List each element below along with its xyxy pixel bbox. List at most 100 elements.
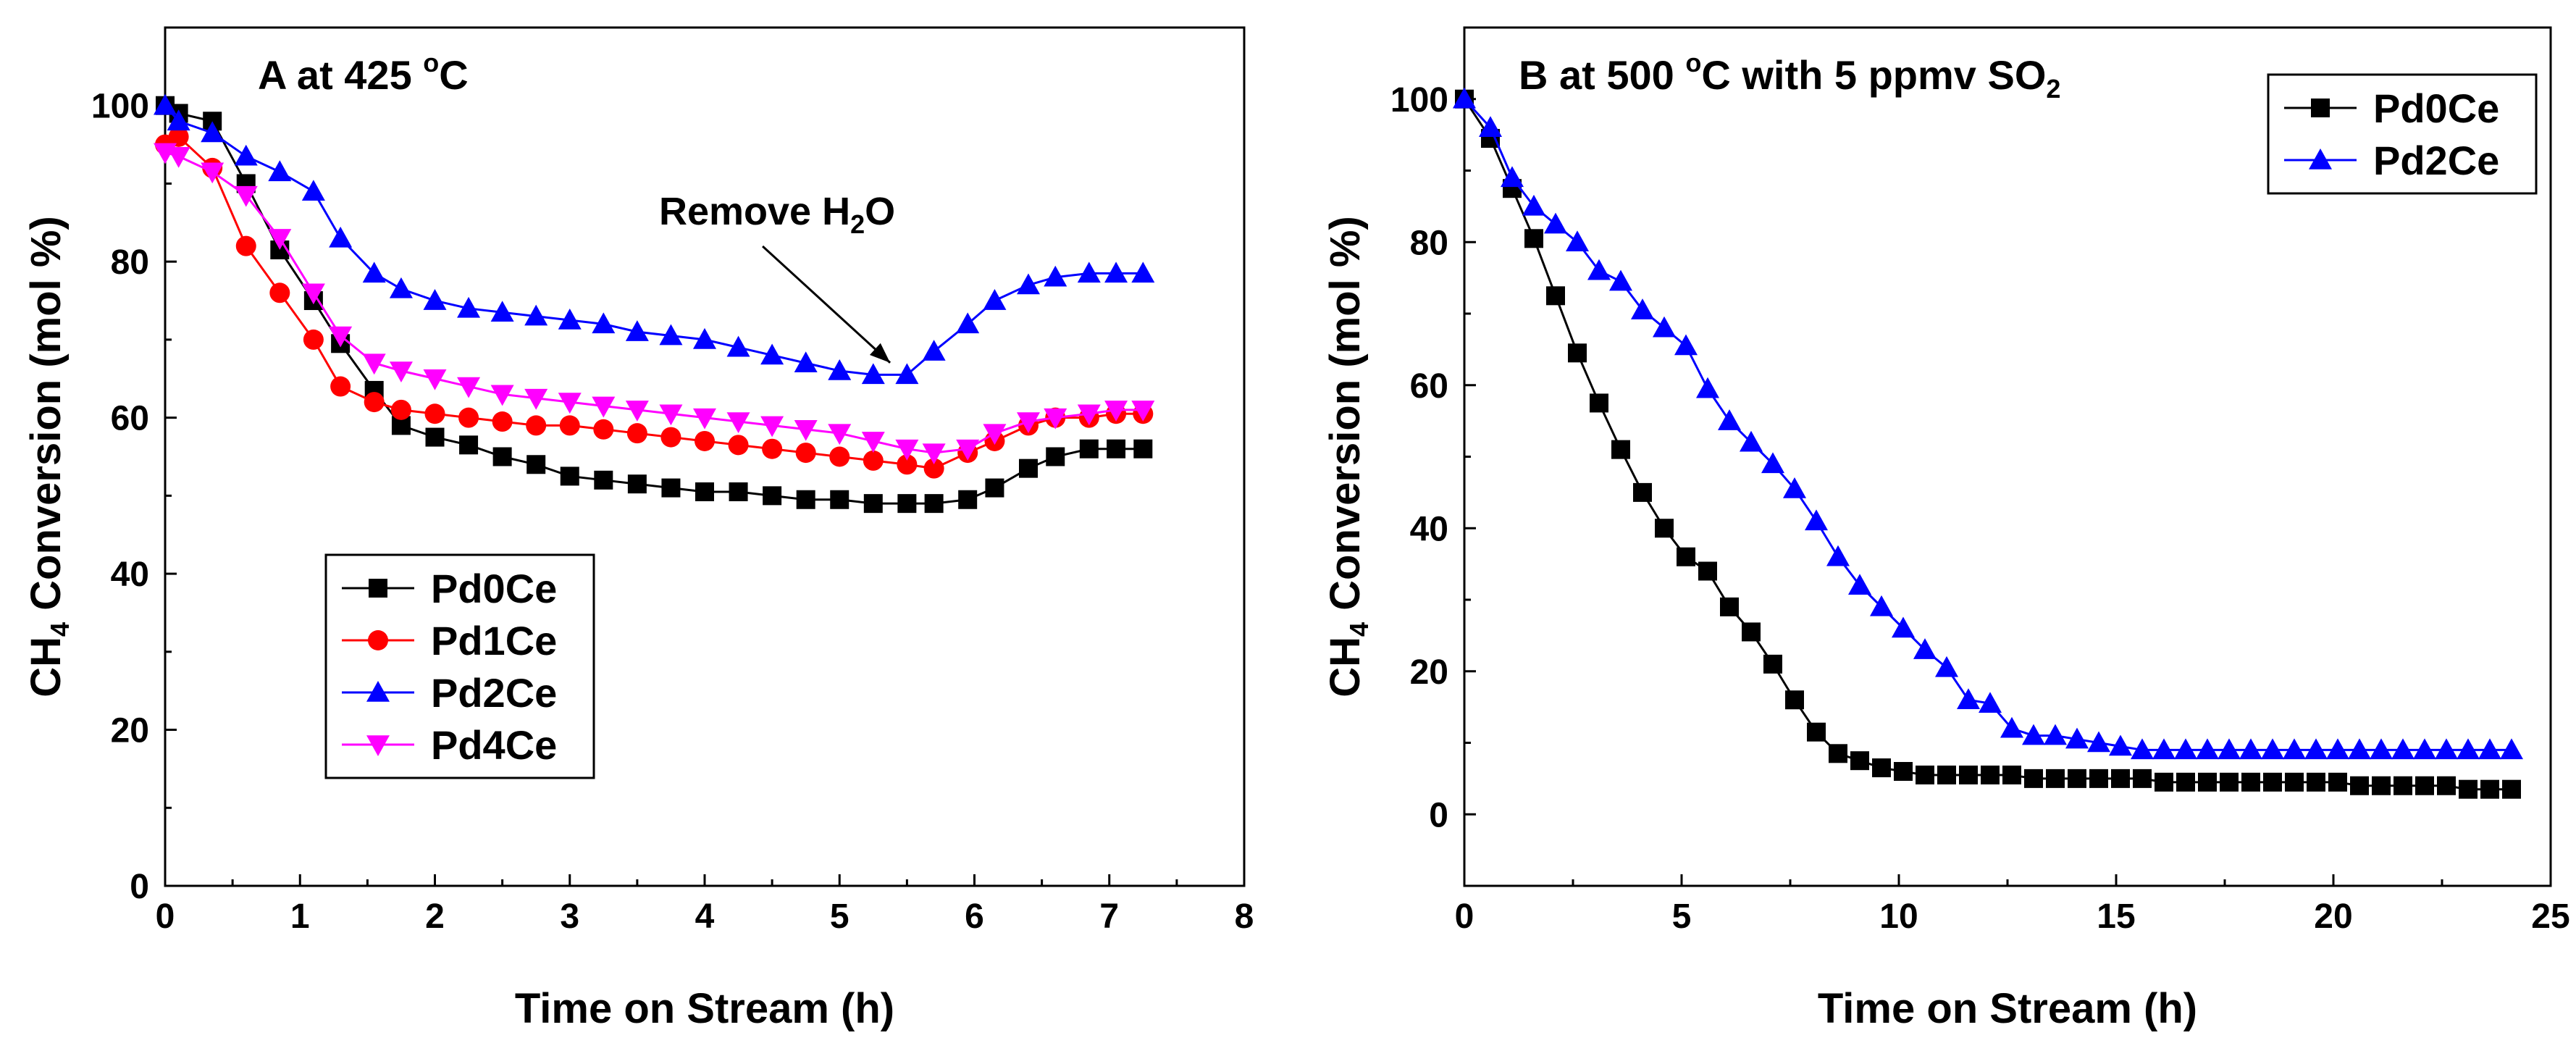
data-point <box>559 415 580 436</box>
data-point <box>457 296 481 318</box>
y-tick-label: 60 <box>111 400 149 438</box>
panel-title-degree: o <box>1685 48 1701 78</box>
data-point <box>1501 166 1524 188</box>
x-axis-label: Time on Stream (h) <box>1818 985 2197 1032</box>
data-point <box>625 320 649 341</box>
x-tick-label: 1 <box>290 897 310 936</box>
data-point <box>1892 616 1915 638</box>
data-point <box>760 343 784 365</box>
data-point <box>1720 597 1739 616</box>
data-point <box>269 282 290 303</box>
data-point <box>390 399 411 420</box>
data-point <box>301 180 325 201</box>
data-point <box>389 361 413 382</box>
data-point <box>897 494 917 514</box>
data-point <box>492 411 513 432</box>
y-axis-label-main: CH <box>1322 637 1369 698</box>
data-point <box>1826 545 1850 566</box>
legend-item: Pd0Ce <box>342 566 557 611</box>
legend-marker <box>368 630 388 650</box>
series-pd0ce <box>1455 89 2521 799</box>
data-point <box>330 376 351 397</box>
data-point <box>2044 724 2067 745</box>
data-point <box>1133 439 1153 458</box>
x-tick-label: 7 <box>1099 897 1119 936</box>
data-point <box>625 401 649 422</box>
panel-title-degree: o <box>423 48 439 78</box>
data-point <box>1870 595 1893 616</box>
data-point <box>329 226 353 248</box>
y-tick-label: 0 <box>1429 796 1448 834</box>
data-point <box>729 482 748 501</box>
panel-b: 0 5 10 15 20 25 0 20 40 60 80 100 Time on Stream (h)… <box>1322 26 2570 1032</box>
legend-marker <box>2311 99 2330 117</box>
legend-item: Pd2Ce <box>2284 138 2499 183</box>
data-point <box>693 408 716 430</box>
data-point <box>863 494 883 514</box>
x-tick-label: 0 <box>1455 897 1474 936</box>
x-tick-label: 0 <box>156 897 175 936</box>
series-pd2ce <box>1453 87 2523 760</box>
data-point <box>458 407 479 428</box>
data-point <box>861 363 885 385</box>
data-point <box>1587 259 1611 280</box>
data-point <box>922 340 946 361</box>
annotation-main: Remove H <box>659 190 850 233</box>
data-point <box>1544 212 1567 234</box>
data-point <box>1131 401 1155 422</box>
legend-item: Pd1Ce <box>342 618 557 663</box>
data-point <box>1829 744 1847 763</box>
panel-title: A at 425 oC <box>258 48 469 98</box>
data-point <box>362 353 386 375</box>
data-point <box>2109 734 2132 756</box>
data-point <box>763 486 782 506</box>
data-point <box>2480 779 2499 799</box>
data-point <box>794 351 818 373</box>
data-point <box>2239 738 2262 760</box>
legend-label: Pd2Ce <box>2373 138 2499 183</box>
data-point <box>659 404 683 426</box>
data-point <box>2068 769 2086 788</box>
legend-marker <box>366 735 390 756</box>
annotation-sub: 2 <box>850 209 865 239</box>
data-point <box>2435 738 2458 760</box>
data-point <box>1590 393 1608 413</box>
panel-title-tail: C <box>439 52 468 98</box>
data-point <box>796 490 815 509</box>
data-point <box>592 396 616 418</box>
x-tick-label: 3 <box>560 897 579 936</box>
data-point <box>2176 772 2195 792</box>
data-point <box>235 235 256 256</box>
annotation-arrow <box>762 245 891 364</box>
data-point <box>2350 776 2369 795</box>
data-point <box>234 185 258 207</box>
data-point <box>861 432 885 453</box>
data-point <box>1131 261 1155 283</box>
data-point <box>693 327 716 349</box>
y-axis-label-sub: 4 <box>1344 622 1374 637</box>
legend-item: Pd0Ce <box>2284 85 2499 131</box>
data-point <box>1981 765 2000 784</box>
data-point <box>2502 779 2521 799</box>
data-point <box>1937 765 1956 784</box>
data-point <box>167 146 190 168</box>
data-point <box>2218 738 2241 760</box>
data-point <box>2241 772 2260 792</box>
data-point <box>1017 273 1040 295</box>
x-tick-label: 8 <box>1235 897 1254 936</box>
legend-marker <box>2309 148 2332 169</box>
data-point <box>1104 261 1128 283</box>
data-point <box>2372 776 2391 795</box>
data-point <box>1019 458 1038 478</box>
y-tick-label: 20 <box>1410 653 1448 692</box>
data-point <box>2478 738 2501 760</box>
data-point <box>201 162 225 184</box>
legend-label: Pd0Ce <box>431 566 557 611</box>
data-point <box>1894 762 1913 781</box>
data-point <box>2437 776 2456 795</box>
data-point <box>1077 404 1101 426</box>
x-tick-label: 6 <box>965 897 984 936</box>
data-point <box>1046 447 1065 466</box>
